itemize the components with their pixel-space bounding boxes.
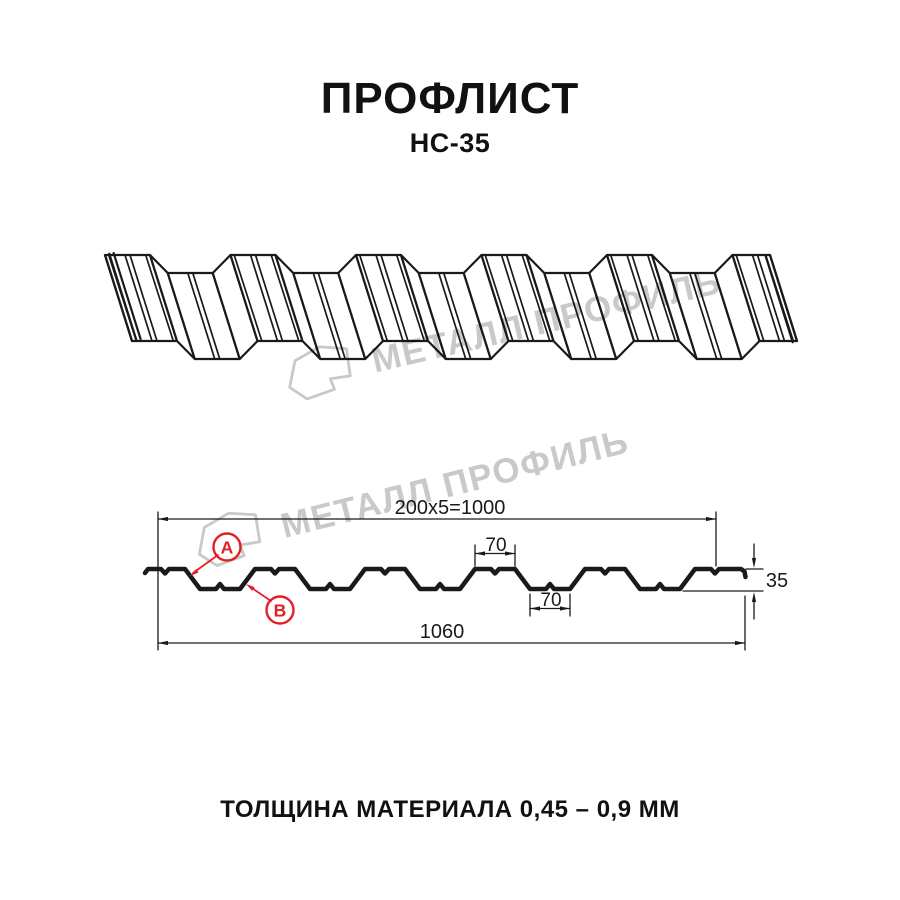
cross-section-diagram	[142, 511, 764, 651]
callout-b-label: В	[274, 601, 287, 621]
material-thickness-note: ТОЛЩИНА МАТЕРИАЛА 0,45 – 0,9 ММ	[220, 796, 680, 823]
dimension-height-label: 35	[766, 570, 788, 592]
callout-a-label: А	[221, 538, 234, 558]
profile-3d-drawing	[103, 251, 799, 361]
callout-a-circle	[212, 532, 242, 562]
dimension-labels: 200x5=1000 70 70 35 1060	[395, 497, 788, 643]
profile-model-subtitle: НС-35	[409, 128, 491, 158]
callouts: А В	[190, 532, 295, 625]
dimension-pitch-label: 200x5=1000	[395, 497, 506, 519]
callout-arrows	[190, 554, 272, 602]
metall-profil-logo-icon	[197, 511, 262, 568]
dimension-crest-width-label: 70	[485, 535, 506, 556]
page-title: ПРОФЛИСТ	[320, 74, 580, 123]
callout-b-circle	[265, 595, 295, 625]
watermark-bottom: МЕТАЛЛ ПРОФИЛЬ	[197, 422, 633, 568]
metall-profil-logo-icon	[288, 345, 352, 401]
dimension-total-width-label: 1060	[420, 621, 465, 643]
dimension-valley-width-label: 70	[540, 590, 561, 611]
watermark-text: МЕТАЛЛ ПРОФИЛЬ	[277, 422, 633, 546]
